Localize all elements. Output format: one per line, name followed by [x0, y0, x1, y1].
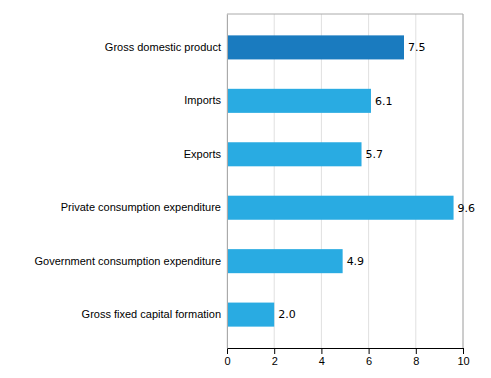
x-tick: 2 — [272, 348, 278, 367]
data-label: 2.0 — [278, 308, 296, 321]
bar — [227, 35, 404, 59]
data-label: 4.9 — [347, 255, 365, 268]
grid-line — [368, 14, 369, 348]
data-label: 5.7 — [366, 148, 384, 161]
x-tick: 6 — [366, 348, 372, 367]
grid-line — [227, 14, 228, 348]
x-tick: 10 — [457, 348, 469, 367]
bar — [227, 142, 362, 166]
data-labels: 2.0 4.9 9.6 5.7 6.1 7.5 — [278, 41, 475, 321]
data-label: 6.1 — [375, 95, 393, 108]
grid — [227, 14, 463, 348]
bar — [227, 196, 454, 220]
x-tick-label: 8 — [413, 355, 419, 367]
x-tick-label: 0 — [224, 355, 230, 367]
bar — [227, 249, 343, 273]
y-axis: Gross fixed capital formation Government … — [35, 15, 228, 349]
y-tick: Gross fixed capital formation — [82, 308, 227, 320]
y-tick-label: Government consumption expenditure — [35, 255, 222, 267]
y-axis-line — [227, 15, 228, 349]
y-tick: Private consumption expenditure — [61, 201, 227, 213]
x-tick-label: 4 — [319, 355, 325, 367]
x-tick-label: 10 — [457, 355, 469, 367]
x-tick-label: 2 — [272, 355, 278, 367]
x-tick-mark — [463, 348, 464, 354]
y-tick-label: Gross fixed capital formation — [82, 308, 221, 320]
x-tick: 8 — [413, 348, 419, 367]
x-tick-mark — [369, 348, 370, 354]
x-tick-label: 6 — [366, 355, 372, 367]
frame-top — [227, 14, 463, 15]
frame-right — [463, 14, 464, 348]
x-axis: 0 2 4 6 8 10 — [224, 348, 469, 367]
grid-line — [463, 14, 464, 348]
x-tick-mark — [416, 348, 417, 354]
plot: 0 2 4 6 8 10 Gross fixed capital formation Gove… — [35, 14, 476, 367]
data-label: 7.5 — [408, 41, 426, 54]
y-tick-label: Imports — [184, 94, 221, 106]
grid-line — [321, 14, 322, 348]
x-tick: 4 — [319, 348, 325, 367]
x-tick: 0 — [224, 348, 230, 367]
y-tick: Government consumption expenditure — [35, 255, 228, 267]
grid-line — [415, 14, 416, 348]
y-tick-label: Private consumption expenditure — [61, 201, 221, 213]
chart: 0 2 4 6 8 10 Gross fixed capital formation Gove… — [0, 0, 491, 378]
y-tick-label: Exports — [184, 148, 222, 160]
y-tick-label: Gross domestic product — [105, 41, 221, 53]
bar — [227, 89, 371, 113]
x-axis-line — [228, 349, 464, 355]
x-tick-mark — [321, 348, 322, 354]
bars — [227, 35, 454, 326]
y-tick: Gross domestic product — [105, 41, 227, 53]
y-tick: Imports — [184, 94, 227, 106]
x-tick-mark — [227, 348, 228, 354]
y-tick: Exports — [184, 148, 227, 160]
bar — [227, 303, 274, 327]
grid-line — [274, 14, 275, 348]
x-tick-mark — [274, 348, 275, 354]
data-label: 9.6 — [458, 202, 476, 215]
